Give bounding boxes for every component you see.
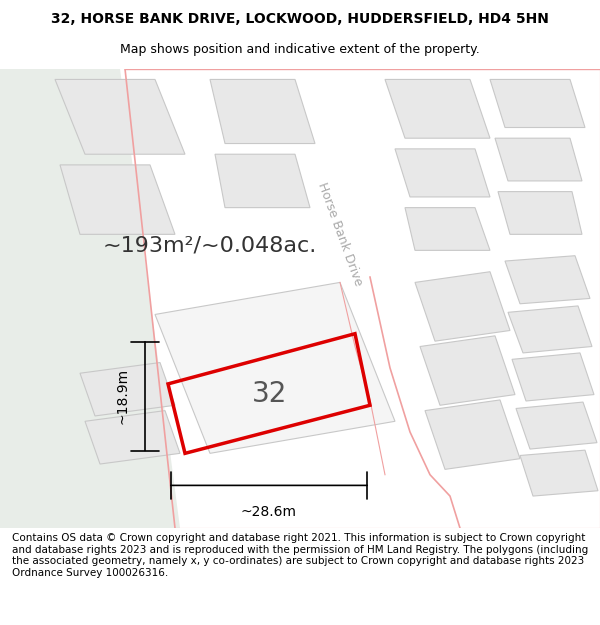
Polygon shape	[55, 79, 185, 154]
Polygon shape	[520, 450, 598, 496]
Polygon shape	[508, 306, 592, 353]
Polygon shape	[420, 336, 515, 405]
Text: Map shows position and indicative extent of the property.: Map shows position and indicative extent…	[120, 43, 480, 56]
Polygon shape	[490, 79, 585, 128]
Text: 32, HORSE BANK DRIVE, LOCKWOOD, HUDDERSFIELD, HD4 5HN: 32, HORSE BANK DRIVE, LOCKWOOD, HUDDERSF…	[51, 12, 549, 26]
Text: Contains OS data © Crown copyright and database right 2021. This information is : Contains OS data © Crown copyright and d…	[12, 533, 588, 578]
Text: ~28.6m: ~28.6m	[241, 504, 297, 519]
Polygon shape	[498, 192, 582, 234]
Polygon shape	[385, 79, 490, 138]
Text: ~193m²/~0.048ac.: ~193m²/~0.048ac.	[103, 235, 317, 255]
Polygon shape	[415, 272, 510, 341]
Polygon shape	[85, 411, 180, 464]
Polygon shape	[512, 353, 594, 401]
Polygon shape	[495, 138, 582, 181]
Text: Horse Bank Drive: Horse Bank Drive	[315, 181, 365, 288]
Polygon shape	[505, 256, 590, 304]
Polygon shape	[516, 402, 597, 449]
Polygon shape	[60, 165, 175, 234]
Polygon shape	[210, 79, 315, 144]
Polygon shape	[215, 154, 310, 208]
Polygon shape	[0, 69, 180, 528]
Polygon shape	[155, 282, 395, 453]
Text: ~18.9m: ~18.9m	[116, 368, 130, 424]
Polygon shape	[425, 400, 520, 469]
Polygon shape	[395, 149, 490, 197]
Text: 32: 32	[252, 380, 287, 408]
Polygon shape	[80, 362, 175, 416]
Polygon shape	[405, 208, 490, 251]
